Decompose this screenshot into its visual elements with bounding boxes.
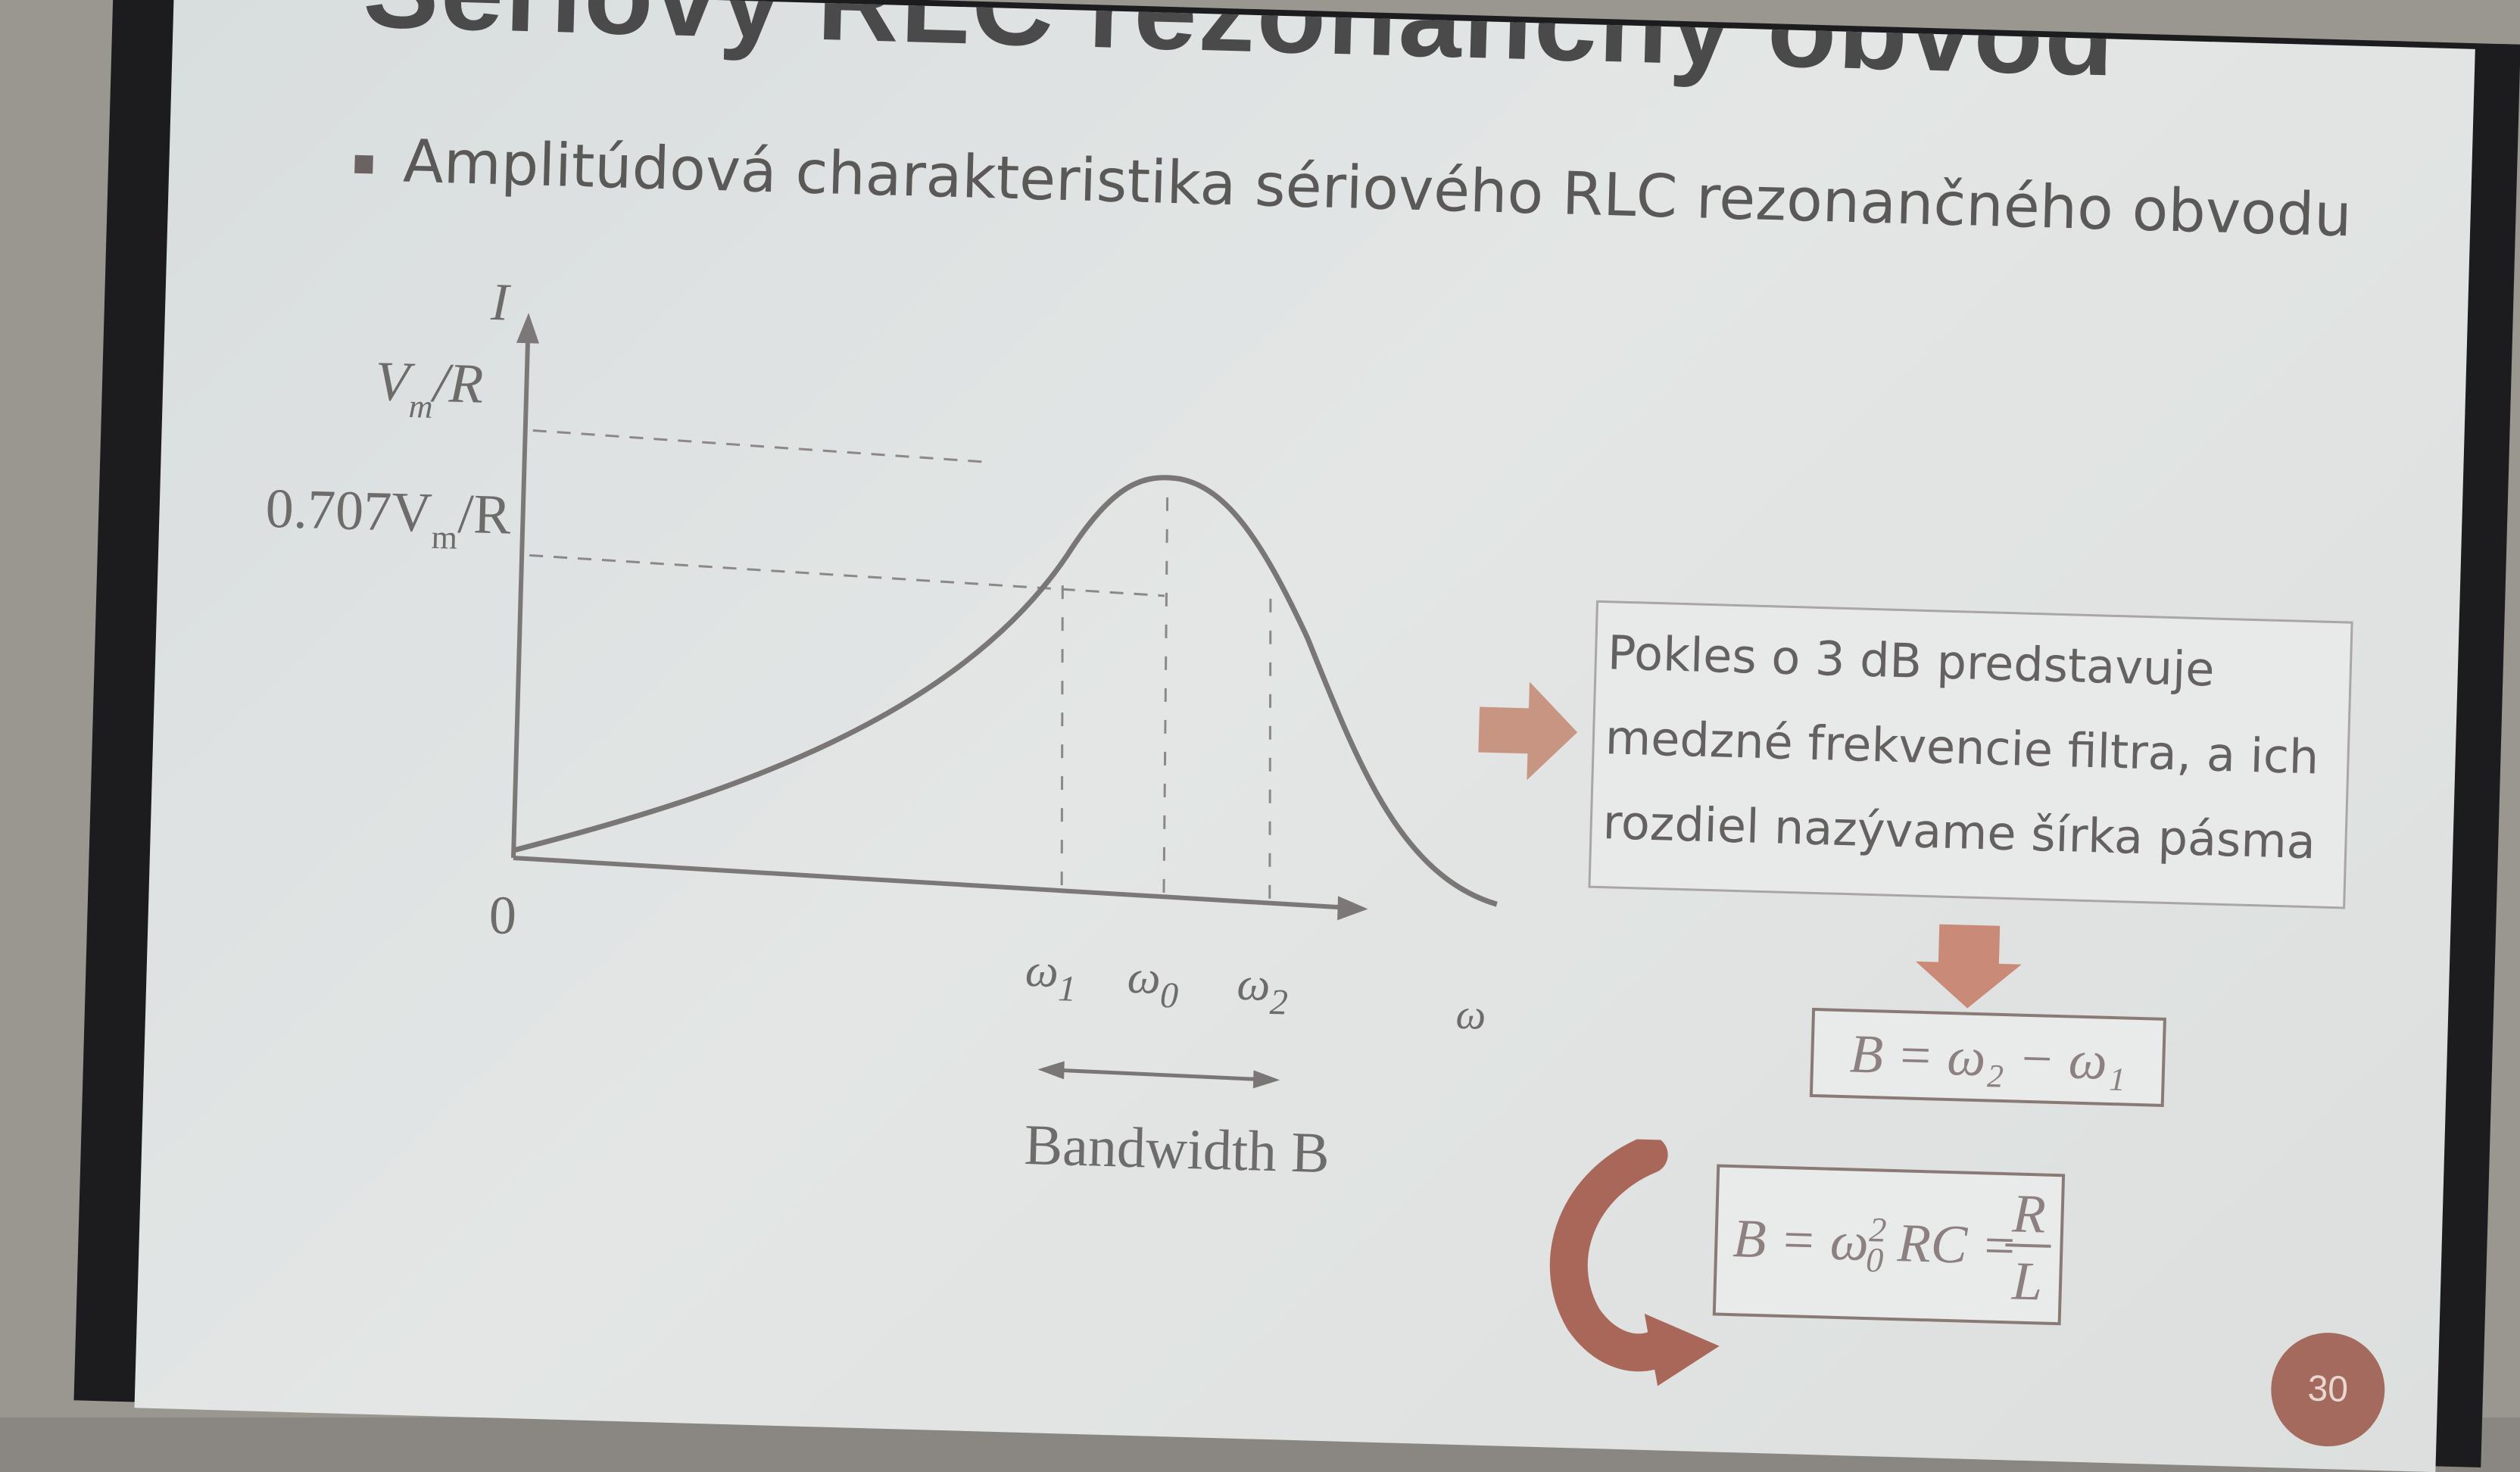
x-axis-arrowhead: [1337, 896, 1368, 921]
arrow-right-icon: [1478, 681, 1578, 781]
omega1-guide: [1060, 585, 1064, 889]
omega2-label: ω2: [1236, 959, 1289, 1023]
y-axis-arrowhead: [516, 313, 539, 344]
bandwidth-arrow-left-icon: [1037, 1061, 1065, 1080]
arrow-down-icon: [1915, 924, 2022, 1009]
half-power-reference-line: [529, 554, 1165, 597]
omega0-guide: [1162, 497, 1169, 895]
curved-arrow-icon: [1549, 1136, 1720, 1386]
y-axis-label: I: [489, 273, 512, 332]
omega0-label: ω0: [1127, 952, 1180, 1016]
r-over-l-fraction: R L: [2004, 1183, 2053, 1316]
bandwidth-arrow-right-icon: [1252, 1070, 1280, 1089]
formula-text: B = ω20 RC =: [1732, 1208, 2019, 1280]
bandwidth-span-line: [1053, 1068, 1265, 1082]
x-axis-label: ω: [1455, 991, 1486, 1039]
y-axis: [510, 328, 531, 859]
omega1-label: ω1: [1025, 945, 1078, 1009]
resonance-curve: [513, 475, 1498, 907]
fraction-numerator: R: [2005, 1183, 2053, 1248]
omega2-guide: [1268, 598, 1272, 902]
origin-label: 0: [488, 884, 517, 946]
bandwidth-label: Bandwidth B: [1023, 1113, 1330, 1185]
bandwidth-difference-formula: B = ω₂ − ω₁: [1809, 1007, 2166, 1107]
vm-r-reference-line: [532, 429, 987, 463]
x-axis: [513, 855, 1346, 910]
bandwidth-rc-formula: B = ω20 RC = R L: [1712, 1164, 2066, 1326]
y-tick-vm-r: Vm/R: [374, 351, 484, 427]
note-box: Pokles o 3 dB predstavuje medzné frekven…: [1588, 600, 2353, 909]
y-tick-0707-vm-r: 0.707Vm/R: [264, 478, 512, 558]
presentation-slide: Sériový RLC rezonančný obvod Amplitúdová…: [134, 0, 2475, 1472]
amplitude-response-graph: I Vm/R 0.707Vm/R 0 ω1 ω0 ω2 ω Bandwidth …: [264, 273, 1498, 1185]
fraction-denominator: L: [2011, 1250, 2044, 1312]
